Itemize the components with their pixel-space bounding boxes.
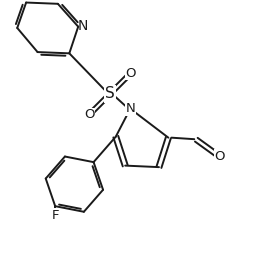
Text: S: S xyxy=(105,86,115,102)
Text: N: N xyxy=(78,19,88,33)
Text: O: O xyxy=(214,150,224,163)
Text: N: N xyxy=(125,102,135,115)
Text: F: F xyxy=(51,209,59,221)
Text: O: O xyxy=(84,108,94,121)
Text: O: O xyxy=(126,67,136,80)
